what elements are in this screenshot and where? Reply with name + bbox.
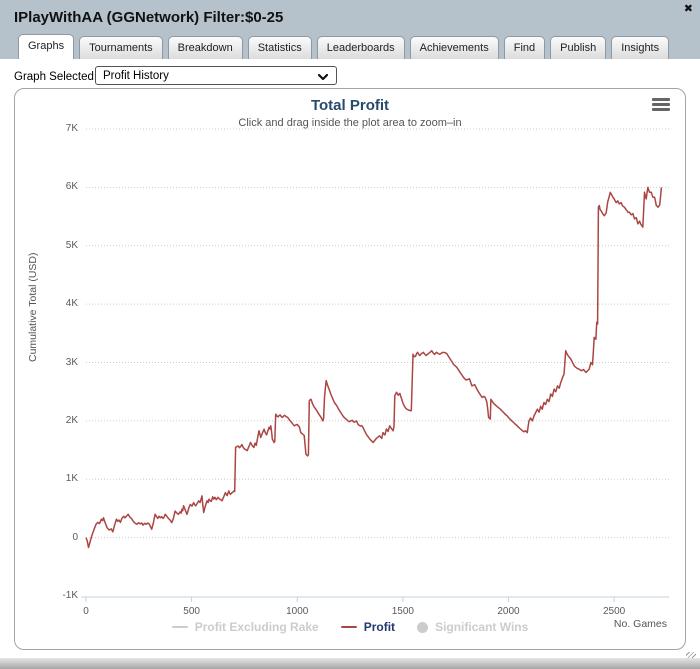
y-tick-label: 7K <box>65 123 78 134</box>
tab-achievements[interactable]: Achievements <box>409 36 499 59</box>
graph-selected-label: Graph Selected: <box>14 71 98 83</box>
y-tick-label: 4K <box>65 298 78 310</box>
chart-legend: Profit Excluding Rake Profit Significant W… <box>15 620 685 634</box>
tab-publish[interactable]: Publish <box>550 36 607 59</box>
y-tick-label: 6K <box>65 181 78 193</box>
legend-item-significant-wins[interactable]: Significant Wins <box>417 620 528 634</box>
y-tick-label: -1K <box>62 590 78 601</box>
tab-find[interactable]: Find <box>503 36 546 59</box>
tab-graphs[interactable]: Graphs <box>18 34 75 59</box>
tab-leaderboards[interactable]: Leaderboards <box>316 36 405 59</box>
tab-statistics[interactable]: Statistics <box>247 36 312 59</box>
plot-area[interactable] <box>15 89 685 649</box>
y-tick-label: 0 <box>72 531 78 543</box>
legend-item-profit-excluding-rake[interactable]: Profit Excluding Rake <box>171 620 319 634</box>
legend-line-marker <box>340 626 357 628</box>
x-axis-title: No. Games <box>613 618 667 630</box>
y-tick-label: 2K <box>65 414 78 426</box>
x-tick-label: 1000 <box>286 606 309 617</box>
hamburger-menu-icon[interactable] <box>652 98 670 113</box>
dialog-content: Graph Selected: Profit History Total Pro… <box>0 59 700 661</box>
legend-circle-marker <box>417 621 429 633</box>
y-tick-label: 3K <box>65 356 78 368</box>
resize-grip[interactable] <box>686 652 696 661</box>
dialog-title: IPlayWithAA (GGNetwork) Filter:$0-25 <box>14 9 284 26</box>
legend-label: Profit <box>363 620 396 634</box>
chart-panel: Total Profit Click and drag inside the p… <box>14 88 686 650</box>
graph-select-value: Profit History <box>103 69 169 82</box>
graph-select-dropdown[interactable]: Profit History <box>95 66 337 85</box>
chart-subtitle: Click and drag inside the plot area to z… <box>238 117 462 129</box>
x-tick-label: 0 <box>83 606 89 617</box>
x-tick-label: 2500 <box>602 606 626 617</box>
tab-insights[interactable]: Insights <box>611 36 670 59</box>
x-tick-label: 2000 <box>497 606 520 617</box>
dialog-header: IPlayWithAA (GGNetwork) Filter:$0-25 ✖ G… <box>0 0 700 59</box>
y-tick-label: 5K <box>65 239 78 251</box>
legend-item-profit[interactable]: Profit <box>340 620 396 634</box>
y-tick-label: 1K <box>65 473 78 485</box>
tab-tournaments[interactable]: Tournaments <box>79 36 163 59</box>
close-icon[interactable]: ✖ <box>683 3 693 15</box>
x-tick-label: 500 <box>183 606 200 617</box>
tab-breakdown[interactable]: Breakdown <box>167 36 243 59</box>
chevron-down-icon <box>317 73 329 81</box>
legend-line-marker <box>171 626 188 628</box>
window-bottom-bar <box>0 658 700 669</box>
chart-title: Total Profit <box>310 97 390 114</box>
legend-label: Significant Wins <box>435 620 529 634</box>
legend-label: Profit Excluding Rake <box>194 620 319 634</box>
x-tick-label: 1500 <box>391 606 414 617</box>
tab-bar: Graphs Tournaments Breakdown Statistics Lead… <box>18 34 670 59</box>
